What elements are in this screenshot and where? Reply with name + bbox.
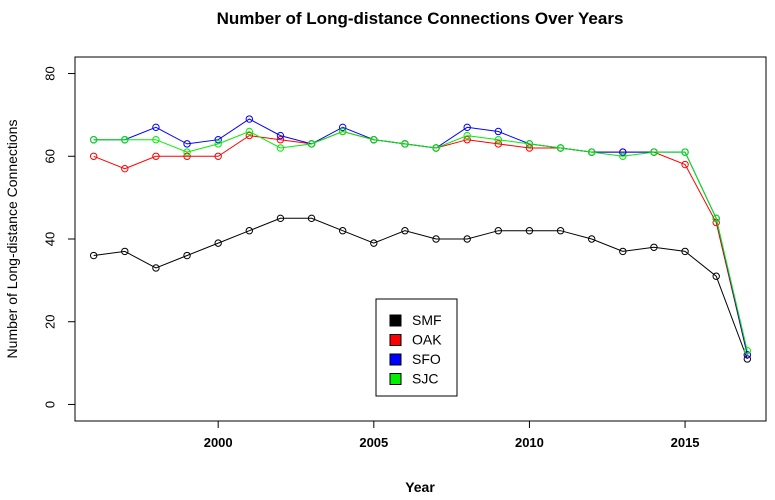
data-point xyxy=(463,235,471,243)
x-axis-label: Year xyxy=(405,479,435,495)
data-point xyxy=(338,127,347,136)
legend-swatch xyxy=(389,314,402,327)
data-point xyxy=(743,346,752,355)
data-point xyxy=(681,148,689,156)
data-point xyxy=(370,136,378,144)
data-point xyxy=(121,164,129,173)
data-point xyxy=(307,214,316,223)
data-point xyxy=(432,144,440,152)
x-tick-label: 2010 xyxy=(515,435,544,450)
x-axis: 2000 2005 2010 2015 xyxy=(204,420,700,450)
data-point xyxy=(214,136,222,144)
data-point xyxy=(619,152,627,160)
y-tick-label: 0 xyxy=(43,401,58,408)
y-tick-label: 20 xyxy=(43,314,58,328)
legend-swatch xyxy=(389,373,402,385)
y-axis-label: Number of Long-distance Connections xyxy=(4,120,20,359)
legend-swatch xyxy=(389,353,402,366)
data-point xyxy=(276,136,285,144)
data-point xyxy=(276,214,285,223)
data-point xyxy=(619,148,627,156)
series-sjc xyxy=(89,127,752,355)
y-axis: 0 20 40 60 80 xyxy=(43,66,76,408)
series-layer xyxy=(89,115,752,363)
data-point xyxy=(245,127,254,136)
data-point xyxy=(463,123,471,132)
data-point xyxy=(712,214,720,223)
data-point xyxy=(743,355,752,363)
data-point xyxy=(401,227,409,235)
data-point xyxy=(619,247,627,256)
data-point xyxy=(525,140,534,148)
data-point xyxy=(121,247,129,256)
data-point xyxy=(494,127,503,136)
data-point xyxy=(183,148,191,156)
chart-title: Number of Long-distance Connections Over… xyxy=(217,9,624,28)
data-point xyxy=(214,152,222,160)
data-point xyxy=(152,136,160,144)
data-point xyxy=(494,140,503,148)
data-point xyxy=(556,227,565,235)
data-point xyxy=(276,144,285,152)
data-point xyxy=(463,131,471,140)
x-tick-label: 2005 xyxy=(359,435,388,450)
data-point xyxy=(245,131,254,140)
legend-label: SMF xyxy=(412,312,442,328)
data-point xyxy=(338,123,347,132)
data-point xyxy=(183,251,191,260)
data-point xyxy=(89,152,98,160)
data-point xyxy=(152,123,160,132)
data-point xyxy=(121,136,129,144)
data-point xyxy=(401,140,409,148)
x-tick-label: 2000 xyxy=(204,435,233,450)
legend-swatch xyxy=(389,334,402,346)
y-tick-label: 60 xyxy=(43,149,58,163)
y-tick-label: 40 xyxy=(43,232,58,246)
series-line-smf xyxy=(93,217,748,360)
legend-label: OAK xyxy=(412,331,442,347)
data-point xyxy=(681,160,689,169)
data-point xyxy=(307,140,316,148)
series-smf xyxy=(89,214,752,363)
data-point xyxy=(338,227,347,235)
data-point xyxy=(152,264,160,272)
data-point xyxy=(214,140,222,148)
data-point xyxy=(525,144,534,152)
data-point xyxy=(525,227,534,235)
data-point xyxy=(152,152,160,160)
data-point xyxy=(712,272,720,280)
data-point xyxy=(650,148,658,156)
data-point xyxy=(89,136,98,144)
y-tick-label: 80 xyxy=(43,66,58,80)
data-point xyxy=(89,251,98,260)
data-point xyxy=(245,115,254,123)
data-point xyxy=(245,227,254,235)
x-tick-label: 2015 xyxy=(671,435,700,450)
legend: SMF OAK SFO SJC xyxy=(375,298,458,397)
data-point xyxy=(650,243,658,251)
data-point xyxy=(370,239,378,247)
data-point xyxy=(494,227,503,235)
data-point xyxy=(276,131,285,140)
data-point xyxy=(743,351,752,359)
data-point xyxy=(587,235,596,243)
data-point xyxy=(681,247,689,256)
data-point xyxy=(556,144,565,152)
legend-label: SFO xyxy=(412,351,441,367)
data-point xyxy=(432,235,440,243)
data-point xyxy=(587,148,596,156)
legend-label: SJC xyxy=(412,370,438,386)
data-point xyxy=(183,140,191,148)
data-point xyxy=(214,239,222,247)
data-point xyxy=(463,136,471,144)
data-point xyxy=(494,136,503,144)
data-point xyxy=(183,152,191,160)
series-line-sjc xyxy=(93,130,748,351)
